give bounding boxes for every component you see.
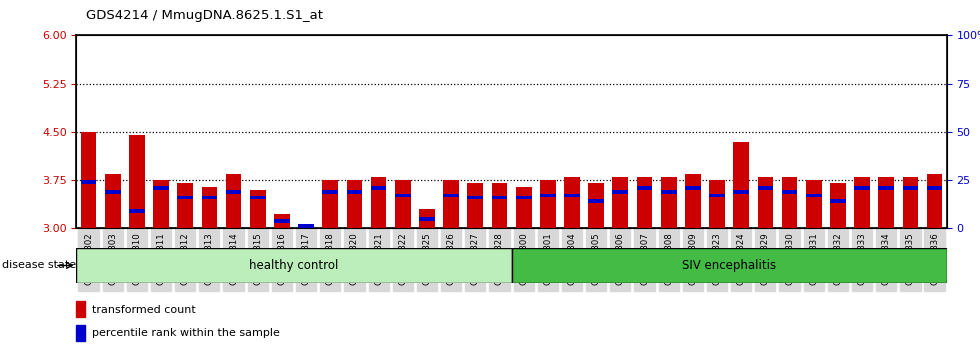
Bar xyxy=(129,135,145,228)
Bar xyxy=(177,195,193,199)
Bar xyxy=(685,186,701,190)
Bar xyxy=(878,177,894,228)
Bar xyxy=(467,183,483,228)
Bar xyxy=(419,209,435,228)
Text: percentile rank within the sample: percentile rank within the sample xyxy=(91,328,279,338)
Bar xyxy=(153,186,169,190)
Bar xyxy=(806,180,821,228)
Bar xyxy=(298,224,314,228)
Bar xyxy=(225,190,241,194)
Bar xyxy=(395,194,411,198)
Bar xyxy=(80,180,96,184)
Bar xyxy=(612,190,628,194)
Bar xyxy=(298,224,314,228)
Text: GDS4214 / MmugDNA.8625.1.S1_at: GDS4214 / MmugDNA.8625.1.S1_at xyxy=(86,9,323,22)
Bar xyxy=(129,209,145,213)
Bar xyxy=(661,190,676,194)
Bar xyxy=(927,186,943,190)
Bar xyxy=(80,132,96,228)
Bar xyxy=(758,186,773,190)
Bar xyxy=(806,194,821,198)
Bar xyxy=(370,186,386,190)
Bar xyxy=(467,195,483,199)
Text: healthy control: healthy control xyxy=(249,259,339,272)
Bar xyxy=(105,190,121,194)
Bar xyxy=(830,199,846,203)
Bar xyxy=(733,142,749,228)
Bar xyxy=(637,177,653,228)
Bar xyxy=(76,248,512,283)
Bar xyxy=(710,180,725,228)
Bar xyxy=(903,177,918,228)
Text: disease state: disease state xyxy=(2,261,76,270)
Bar xyxy=(855,177,870,228)
Bar xyxy=(564,194,580,198)
Bar xyxy=(492,195,508,199)
Bar xyxy=(612,177,628,228)
Bar xyxy=(177,183,193,228)
Bar xyxy=(202,195,218,199)
Bar xyxy=(322,180,338,228)
Bar xyxy=(758,177,773,228)
Bar xyxy=(782,177,798,228)
Bar xyxy=(347,190,363,194)
Text: transformed count: transformed count xyxy=(91,305,195,315)
Bar xyxy=(347,180,363,228)
Bar xyxy=(443,180,459,228)
Bar xyxy=(250,195,266,199)
Bar xyxy=(322,190,338,194)
Bar xyxy=(395,180,411,228)
Bar xyxy=(515,195,531,199)
Bar xyxy=(225,174,241,228)
Text: SIV encephalitis: SIV encephalitis xyxy=(682,259,776,272)
Bar xyxy=(588,199,604,203)
Bar xyxy=(782,190,798,194)
Bar xyxy=(492,183,508,228)
Bar xyxy=(661,177,676,228)
Bar xyxy=(443,194,459,198)
Bar xyxy=(830,183,846,228)
Bar xyxy=(733,190,749,194)
Bar xyxy=(274,214,290,228)
Bar xyxy=(540,194,556,198)
Bar xyxy=(540,180,556,228)
Bar xyxy=(370,177,386,228)
Bar xyxy=(588,183,604,228)
Bar xyxy=(202,187,218,228)
Bar xyxy=(105,174,121,228)
Bar xyxy=(76,301,84,317)
Bar xyxy=(927,174,943,228)
Bar xyxy=(515,187,531,228)
Bar xyxy=(564,177,580,228)
Bar xyxy=(274,219,290,223)
Bar xyxy=(855,186,870,190)
Bar xyxy=(637,186,653,190)
Bar xyxy=(250,190,266,228)
Bar xyxy=(903,186,918,190)
Bar xyxy=(878,186,894,190)
Bar xyxy=(153,180,169,228)
Bar xyxy=(76,325,84,341)
Bar xyxy=(685,174,701,228)
Bar xyxy=(419,217,435,221)
Bar xyxy=(512,248,947,283)
Bar xyxy=(710,194,725,198)
